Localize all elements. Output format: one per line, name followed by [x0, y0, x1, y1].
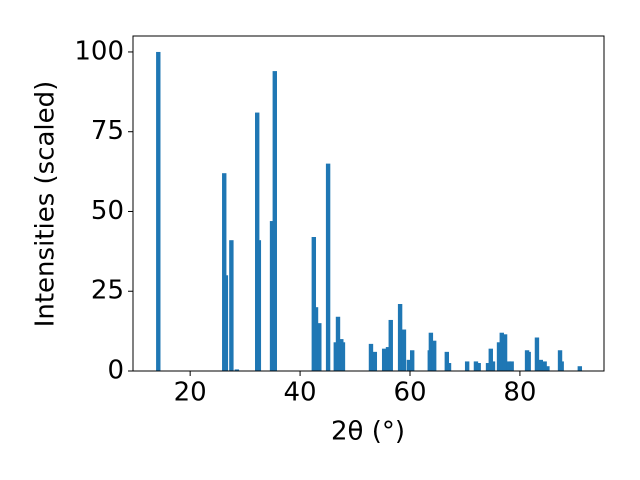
bar — [446, 363, 452, 371]
bar — [222, 173, 227, 371]
bar — [256, 240, 262, 371]
bar — [490, 361, 496, 371]
bar — [340, 342, 346, 371]
x-tick-label: 80 — [503, 378, 536, 408]
bar — [428, 332, 434, 371]
bar — [542, 361, 547, 371]
plot-frame — [132, 35, 605, 372]
x-tick-label: 60 — [393, 378, 426, 408]
bar — [317, 323, 322, 371]
bar — [372, 351, 378, 371]
bar — [559, 361, 564, 371]
bar — [409, 350, 415, 371]
bar — [385, 347, 391, 371]
y-axis-label: Intensities (scaled) — [31, 81, 61, 328]
bar — [229, 240, 234, 371]
y-tick-label: 50 — [91, 196, 124, 226]
x-tick-label: 40 — [284, 378, 317, 408]
bar — [464, 361, 470, 371]
bar — [368, 343, 374, 371]
bar — [502, 334, 508, 371]
bar — [381, 348, 387, 371]
bar — [325, 163, 331, 371]
bar — [234, 369, 240, 371]
bar — [397, 304, 403, 371]
bar — [506, 361, 512, 371]
bar — [557, 350, 563, 371]
y-tick-label: 75 — [91, 116, 124, 146]
y-tick-label: 0 — [107, 356, 124, 386]
bar — [335, 316, 341, 371]
y-tick-label: 25 — [91, 276, 124, 306]
bar — [526, 351, 531, 371]
bar — [509, 361, 514, 371]
bar — [272, 71, 277, 371]
bar — [406, 359, 412, 371]
x-axis-label: 2θ (°) — [331, 417, 405, 447]
x-tick-label: 20 — [174, 378, 207, 408]
bar — [485, 363, 491, 371]
bar — [545, 366, 550, 371]
bar — [476, 363, 481, 371]
bar — [577, 366, 583, 371]
bar — [388, 319, 393, 371]
bar — [223, 275, 229, 371]
bar — [534, 337, 540, 371]
y-tick-label: 100 — [74, 36, 124, 66]
bar — [473, 361, 479, 371]
bar — [431, 340, 437, 371]
bar — [313, 307, 319, 371]
bar — [401, 329, 407, 371]
bar — [269, 221, 275, 371]
bar — [311, 237, 317, 371]
bar — [444, 351, 450, 371]
bar — [499, 332, 504, 371]
bar — [156, 51, 161, 371]
bar — [538, 359, 543, 371]
bar — [488, 348, 493, 371]
bar — [496, 342, 502, 371]
